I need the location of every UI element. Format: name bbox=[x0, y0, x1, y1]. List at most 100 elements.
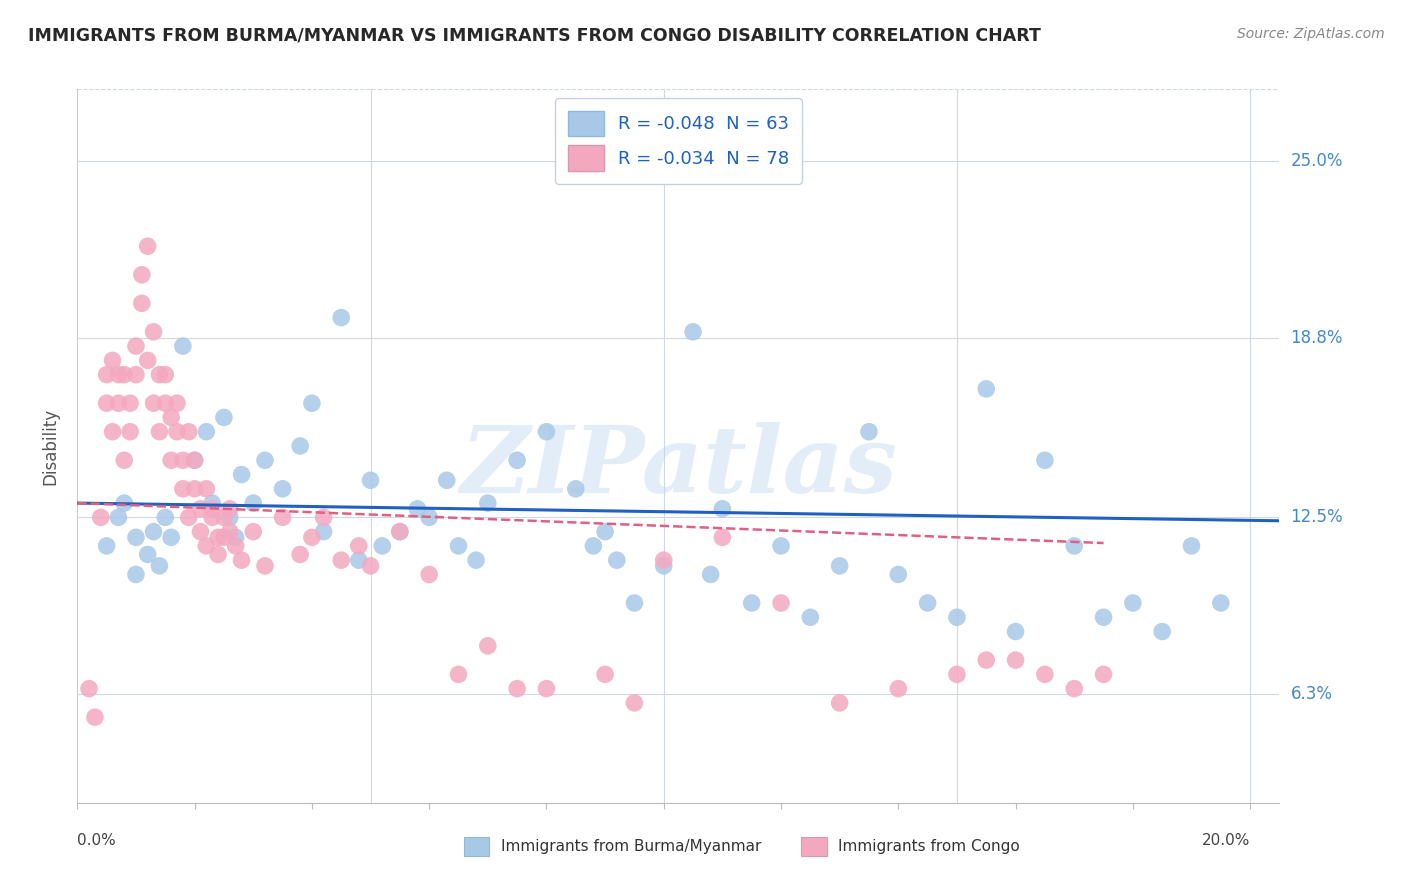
Point bbox=[96, 396, 118, 410]
Point bbox=[136, 353, 159, 368]
Point bbox=[288, 548, 311, 562]
Point bbox=[107, 510, 129, 524]
Point bbox=[112, 496, 135, 510]
Point bbox=[418, 510, 440, 524]
Point bbox=[360, 473, 382, 487]
Point bbox=[330, 310, 353, 325]
Point bbox=[218, 501, 240, 516]
Point bbox=[195, 539, 218, 553]
Point bbox=[172, 339, 194, 353]
Point bbox=[207, 530, 229, 544]
Point bbox=[312, 524, 335, 539]
Point bbox=[312, 510, 335, 524]
Text: 12.5%: 12.5% bbox=[1291, 508, 1343, 526]
Point bbox=[1004, 653, 1026, 667]
Point bbox=[131, 268, 153, 282]
Point bbox=[125, 339, 148, 353]
Point bbox=[136, 239, 159, 253]
Text: 18.8%: 18.8% bbox=[1291, 328, 1343, 346]
Point bbox=[623, 696, 645, 710]
Point bbox=[271, 510, 294, 524]
Point bbox=[536, 681, 558, 696]
Point bbox=[212, 410, 235, 425]
Point bbox=[917, 596, 939, 610]
Point bbox=[107, 396, 129, 410]
Point bbox=[447, 539, 470, 553]
Point bbox=[148, 558, 170, 573]
Point bbox=[195, 482, 218, 496]
Point bbox=[652, 558, 675, 573]
Point bbox=[436, 473, 458, 487]
Point bbox=[418, 567, 440, 582]
Point bbox=[593, 524, 616, 539]
Point bbox=[1180, 539, 1202, 553]
Point bbox=[160, 410, 183, 425]
Point bbox=[974, 382, 997, 396]
Text: 20.0%: 20.0% bbox=[1202, 833, 1250, 848]
Point bbox=[741, 596, 763, 610]
Point bbox=[212, 530, 235, 544]
Point bbox=[371, 539, 394, 553]
Point bbox=[347, 539, 370, 553]
Point bbox=[177, 425, 200, 439]
Point bbox=[828, 558, 851, 573]
Point bbox=[769, 539, 792, 553]
Point bbox=[1063, 681, 1085, 696]
Point bbox=[231, 467, 253, 482]
Point bbox=[112, 453, 135, 467]
Point bbox=[652, 553, 675, 567]
Point bbox=[201, 510, 224, 524]
Point bbox=[90, 510, 112, 524]
Point bbox=[1092, 667, 1115, 681]
Point bbox=[190, 501, 212, 516]
Text: IMMIGRANTS FROM BURMA/MYANMAR VS IMMIGRANTS FROM CONGO DISABILITY CORRELATION CH: IMMIGRANTS FROM BURMA/MYANMAR VS IMMIGRA… bbox=[28, 27, 1040, 45]
Point bbox=[212, 510, 235, 524]
Point bbox=[120, 425, 142, 439]
Point bbox=[388, 524, 411, 539]
Point bbox=[166, 425, 188, 439]
Point bbox=[506, 453, 529, 467]
Point bbox=[77, 681, 100, 696]
Point bbox=[155, 368, 177, 382]
Point bbox=[582, 539, 605, 553]
Point bbox=[711, 501, 734, 516]
Point bbox=[946, 667, 969, 681]
Point bbox=[769, 596, 792, 610]
Point bbox=[465, 553, 488, 567]
Point bbox=[172, 482, 194, 496]
Text: Source: ZipAtlas.com: Source: ZipAtlas.com bbox=[1237, 27, 1385, 41]
Point bbox=[288, 439, 311, 453]
Point bbox=[207, 548, 229, 562]
Point bbox=[477, 496, 499, 510]
Point bbox=[506, 681, 529, 696]
Point bbox=[136, 548, 159, 562]
Point bbox=[96, 539, 118, 553]
Point bbox=[148, 425, 170, 439]
Point bbox=[231, 553, 253, 567]
Point bbox=[887, 681, 910, 696]
Point bbox=[183, 482, 205, 496]
Point bbox=[148, 368, 170, 382]
Text: Immigrants from Congo: Immigrants from Congo bbox=[838, 839, 1019, 854]
Point bbox=[360, 558, 382, 573]
Point bbox=[183, 453, 205, 467]
Point bbox=[160, 453, 183, 467]
Point bbox=[142, 524, 165, 539]
Point bbox=[177, 510, 200, 524]
Point bbox=[242, 496, 264, 510]
Text: 25.0%: 25.0% bbox=[1291, 152, 1343, 169]
Point bbox=[112, 368, 135, 382]
Point bbox=[125, 368, 148, 382]
Point bbox=[828, 696, 851, 710]
Point bbox=[1063, 539, 1085, 553]
Point bbox=[96, 368, 118, 382]
Point bbox=[120, 396, 142, 410]
Point bbox=[1033, 453, 1056, 467]
Point bbox=[142, 396, 165, 410]
Y-axis label: Disability: Disability bbox=[41, 408, 59, 484]
Point bbox=[183, 453, 205, 467]
Point bbox=[536, 425, 558, 439]
Point bbox=[225, 539, 247, 553]
Point bbox=[271, 482, 294, 496]
Text: 6.3%: 6.3% bbox=[1291, 685, 1333, 703]
